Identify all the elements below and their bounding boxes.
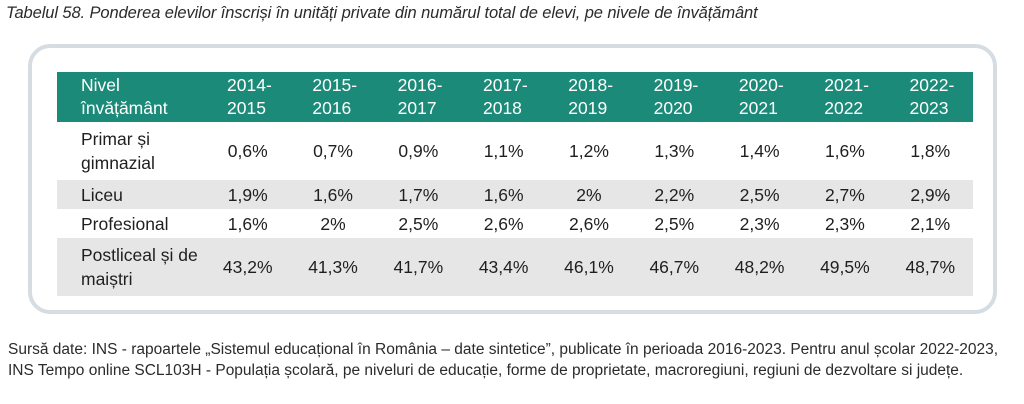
- table-caption: Tabelul 58. Ponderea elevilor înscriși î…: [6, 4, 758, 22]
- table-cell: 48,7%: [887, 238, 973, 296]
- column-header-year: 2014-2015: [205, 72, 291, 122]
- table-cell: 0,6%: [227, 141, 268, 161]
- row-label: Postliceal și de maiștri: [57, 238, 206, 296]
- table-cell: 46,7%: [631, 238, 717, 296]
- table-cell: 41,7%: [375, 238, 461, 296]
- table-cell: 1,7%: [375, 180, 461, 209]
- table-cell: 2,3%: [824, 213, 865, 234]
- table-cell: 1,6%: [290, 180, 376, 209]
- table-cell: 2,2%: [631, 180, 717, 209]
- table-row: Liceu 1,9% 1,6% 1,7% 1,6% 2% 2,2% 2,5% 2…: [57, 180, 973, 209]
- table-cell: 1,2%: [569, 141, 609, 161]
- column-header-level: Nivel învățământ: [57, 72, 206, 122]
- table-cell: 0,7%: [313, 141, 353, 161]
- column-header-year: 2016-2017: [375, 72, 461, 122]
- table-cell: 0,9%: [398, 141, 439, 161]
- table-cell: 2,3%: [739, 213, 780, 234]
- table-cell: 2%: [546, 180, 632, 209]
- table-cell: 1,4%: [739, 141, 780, 161]
- column-header-year: 2020-2021: [716, 72, 803, 122]
- source-note: Sursă date: INS - rapoartele „Sistemul e…: [8, 341, 999, 379]
- table-row: Postliceal și de maiștri 43,2% 41,3% 41,…: [57, 238, 973, 296]
- table-cell: 2,9%: [887, 180, 973, 209]
- row-label: Liceu: [57, 180, 206, 209]
- table-header-row: Nivel învățământ 2014-2015 2015-2016 201…: [57, 72, 973, 122]
- column-header-year: 2018-2019: [546, 72, 632, 122]
- table-cell: 2,6%: [569, 213, 609, 234]
- table-cell: 2,5%: [398, 213, 439, 234]
- row-label: Profesional: [81, 213, 169, 234]
- table-cell: 48,2%: [716, 238, 803, 296]
- table-cell: 2,5%: [716, 180, 803, 209]
- table-cell: 49,5%: [802, 238, 888, 296]
- table-cell: 2,7%: [802, 180, 888, 209]
- table-cell: 2%: [320, 213, 346, 234]
- column-header-year: 2015-2016: [290, 72, 376, 122]
- table-cell: 43,4%: [460, 238, 547, 296]
- table-cell: 1,1%: [483, 141, 524, 161]
- table-cell: 2,6%: [483, 213, 524, 234]
- table-row: Primar și gimnazial 0,6% 0,7% 0,9% 1,1% …: [57, 122, 973, 180]
- table-cell: 1,8%: [910, 141, 951, 161]
- column-header-year: 2022-2023: [887, 72, 973, 122]
- table-cell: 2,1%: [910, 213, 951, 234]
- row-label: Primar și gimnazial: [81, 129, 155, 173]
- table-cell: 1,6%: [227, 213, 268, 234]
- table-cell: 2,5%: [654, 213, 695, 234]
- table-cell: 41,3%: [290, 238, 376, 296]
- table-cell: 46,1%: [546, 238, 632, 296]
- table-row: Profesional 1,6% 2% 2,5% 2,6% 2,6% 2,5% …: [57, 209, 973, 238]
- column-header-year: 2021-2022: [802, 72, 888, 122]
- table-cell: 43,2%: [205, 238, 291, 296]
- table-cell: 1,6%: [824, 141, 865, 161]
- table-cell: 1,3%: [654, 141, 695, 161]
- column-header-year: 2019-2020: [631, 72, 717, 122]
- data-table: Nivel învățământ 2014-2015 2015-2016 201…: [57, 72, 973, 296]
- table-cell: 1,6%: [460, 180, 547, 209]
- column-header-year: 2017-2018: [460, 72, 547, 122]
- table-cell: 1,9%: [205, 180, 291, 209]
